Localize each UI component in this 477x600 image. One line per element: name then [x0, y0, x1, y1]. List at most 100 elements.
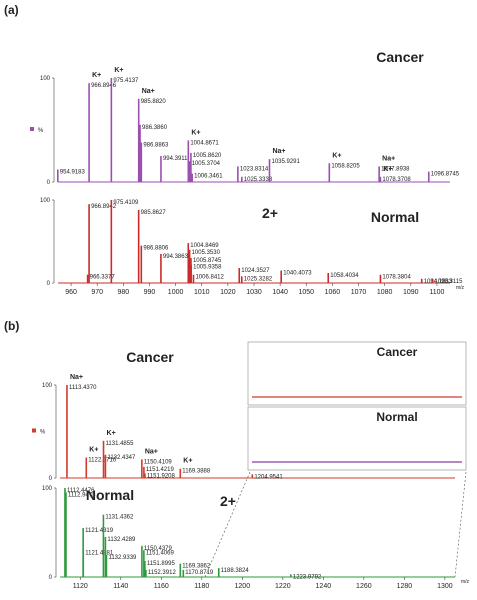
adduct-label: K+: [183, 458, 192, 465]
peak-label: 1058.8205: [331, 163, 360, 169]
peak-label: 1113.4370: [69, 385, 97, 391]
adduct-label: K+: [114, 67, 123, 74]
peak-label: 1169.3888: [182, 469, 211, 475]
x-tick-label: 960: [65, 289, 77, 296]
peak-label: 994.3863: [163, 254, 189, 260]
x-tick-label: 1040: [272, 289, 288, 296]
peak-label: 1121.4319: [85, 528, 114, 534]
x-tick-label: 1260: [356, 583, 372, 590]
y-tick-label: 100: [40, 198, 51, 204]
x-tick-label: 1280: [397, 583, 413, 590]
x-tick-label: 1240: [316, 583, 332, 590]
adduct-label: Na+: [382, 155, 395, 162]
peak-label: 966.8946: [91, 83, 117, 89]
peak-label: 1025.3282: [244, 276, 273, 282]
x-tick-label: 1050: [298, 289, 314, 296]
peak-label: 1078.3708: [382, 177, 411, 183]
leader-line: [204, 471, 251, 578]
x-tick-label: 1060: [325, 289, 341, 296]
spectrum-title: Cancer: [376, 49, 424, 65]
peak-label: 1112.9475: [68, 492, 96, 498]
peak-label: 1150.4109: [144, 459, 173, 465]
peak-label: 986.8806: [143, 246, 169, 252]
peak-label: 994.3911: [163, 156, 188, 162]
peak-label: 1122.9716: [88, 458, 117, 464]
adduct-label: K+: [107, 430, 116, 437]
peak-label: 1035.9291: [271, 159, 300, 165]
adduct-label: Na+: [142, 88, 155, 95]
panel-label: (a): [4, 3, 19, 17]
peak-label: 985.8820: [141, 99, 167, 105]
leader-line: [454, 471, 467, 578]
peak-label: 966.3377: [90, 275, 116, 281]
peak-label: 1005.3704: [192, 161, 221, 167]
panel-label: (b): [4, 319, 19, 333]
y-axis-label: %: [40, 430, 46, 436]
peak-label: 1006.8412: [195, 275, 224, 281]
peak-label: 1132.4347: [107, 455, 136, 461]
y-tick-label: 0: [49, 575, 53, 581]
x-tick-label: 1010: [194, 289, 210, 296]
peak-label: 1094.1833: [424, 279, 453, 285]
peak-label: 975.4109: [113, 200, 139, 206]
peak-label: 1112.4476: [67, 488, 95, 494]
peak-label: 954.9183: [60, 170, 86, 176]
y-axis-label: %: [38, 128, 44, 134]
y-tick-label: 100: [42, 383, 53, 389]
peak-label: 1169.3862: [182, 564, 211, 570]
y-tick-label: 100: [42, 486, 53, 492]
x-tick-label: 1220: [275, 583, 291, 590]
adduct-label: K+: [89, 447, 98, 454]
x-tick-label: 1180: [194, 583, 209, 590]
peak-label: 1188.3824: [221, 568, 250, 574]
peak-label: 1024.3527: [241, 268, 270, 274]
adduct-label: Na+: [272, 148, 285, 155]
y-tick-label: 0: [47, 180, 51, 186]
x-tick-label: 1070: [351, 289, 367, 296]
peak-label: 1121.4881: [85, 550, 114, 556]
inset-title: Normal: [376, 410, 417, 424]
adduct-label: K+: [383, 166, 392, 173]
peak-label: 1098.3115: [435, 279, 464, 285]
x-tick-label: 1080: [377, 289, 393, 296]
spectrum-title: Cancer: [126, 349, 174, 365]
peak-label: 1025.3333: [244, 177, 273, 183]
peak-label: 1005.9358: [193, 265, 222, 271]
peak-label: 986.3860: [142, 125, 168, 131]
peak-label: 1006.3461: [194, 174, 223, 180]
peak-label: 1023.8314: [240, 166, 269, 172]
adduct-label: K+: [92, 72, 101, 79]
x-tick-label: 980: [117, 289, 129, 296]
adduct-label: K+: [332, 152, 341, 159]
peak-label: 1132.4289: [107, 537, 136, 543]
charge-label: 2+: [262, 205, 278, 221]
peak-label: 1040.4073: [283, 271, 312, 277]
x-tick-label: 1090: [403, 289, 419, 296]
legend-swatch: [30, 127, 34, 131]
y-tick-label: 0: [49, 476, 53, 482]
peak-label: 1152.3912: [148, 570, 177, 576]
y-tick-label: 0: [47, 281, 51, 287]
x-tick-label: 1020: [220, 289, 236, 296]
x-tick-label: 1100: [429, 289, 444, 296]
x-tick-label: 1120: [73, 583, 88, 590]
x-axis-label: m/z: [461, 579, 470, 585]
inset-title: Cancer: [377, 345, 418, 359]
peak-label: 1005.3530: [192, 250, 221, 256]
peak-label: 1151.9208: [147, 473, 176, 479]
peak-label: 1151.4069: [146, 550, 175, 556]
peak-label: 1204.9541: [254, 474, 283, 480]
inset-box: [247, 341, 467, 406]
x-tick-label: 1200: [235, 583, 251, 590]
x-tick-label: 1000: [168, 289, 184, 296]
adduct-label: Na+: [145, 448, 158, 455]
peak-label: 1131.4855: [106, 441, 135, 447]
peak-label: 1004.8671: [190, 140, 219, 146]
x-tick-label: 1140: [113, 583, 128, 590]
charge-label: 2+: [220, 493, 236, 509]
peak-label: 975.4137: [113, 78, 139, 84]
inset-box: [247, 406, 467, 471]
spectrum-title: Normal: [371, 209, 419, 225]
x-tick-label: 970: [91, 289, 103, 296]
spectrum-title: Normal: [86, 487, 134, 503]
